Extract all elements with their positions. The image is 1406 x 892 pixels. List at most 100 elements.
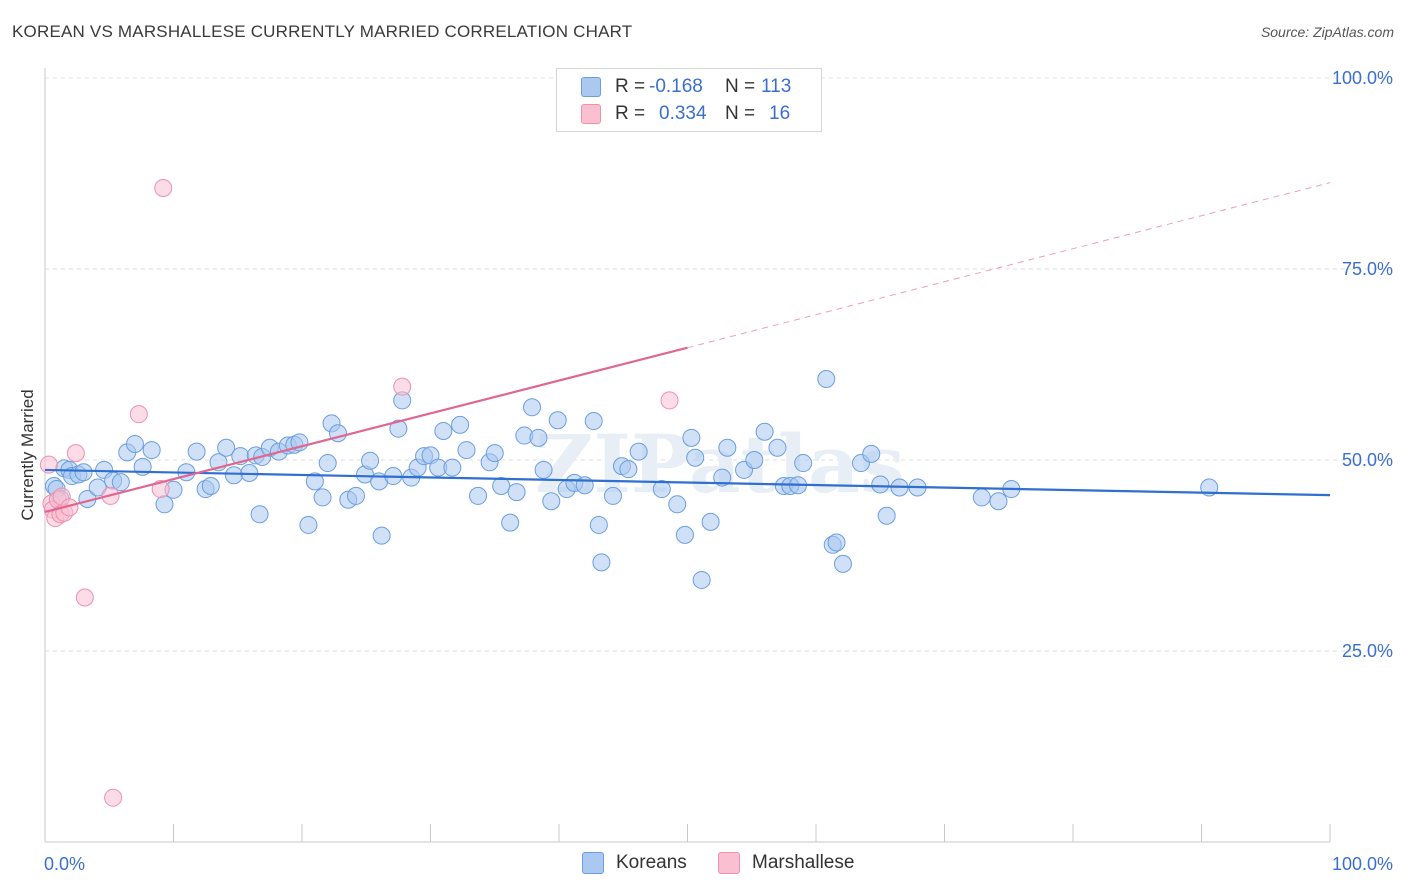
y-tick-label: 75.0% xyxy=(1342,259,1393,279)
marshallese-point xyxy=(104,788,123,807)
koreans-point xyxy=(592,553,611,572)
koreans-point xyxy=(584,412,603,431)
koreans-point xyxy=(434,421,453,440)
koreans-point xyxy=(187,442,206,461)
koreans-point xyxy=(745,451,764,469)
koreans-point xyxy=(469,486,488,505)
marshallese-point xyxy=(151,480,170,499)
y-tick-label: 50.0% xyxy=(1342,450,1393,470)
koreans-point xyxy=(443,458,462,477)
koreans-point xyxy=(451,415,470,434)
legend-r-label: R = xyxy=(615,76,646,97)
koreans-point xyxy=(862,444,881,463)
bottom-legend-koreans: Koreans xyxy=(582,852,687,874)
koreans-point xyxy=(589,515,608,534)
legend-row-koreans: R = -0.168 N = 113 xyxy=(581,74,801,100)
y-tick-label: 25.0% xyxy=(1342,641,1393,661)
koreans-point xyxy=(686,448,705,467)
koreans-point xyxy=(88,478,107,497)
koreans-point xyxy=(299,515,318,534)
koreans-point xyxy=(346,486,365,505)
koreans-point xyxy=(833,554,852,573)
koreans-point xyxy=(877,506,896,525)
koreans-point xyxy=(201,476,220,495)
koreans-point xyxy=(682,428,701,447)
koreans-point xyxy=(972,488,991,507)
koreans-point xyxy=(305,472,324,491)
koreans-point xyxy=(125,434,144,453)
bottom-legend-label-marshallese: Marshallese xyxy=(752,852,855,873)
koreans-point xyxy=(501,513,520,532)
koreans-point xyxy=(529,428,548,447)
koreans-point xyxy=(692,570,711,589)
legend-n-value: 113 xyxy=(761,76,792,97)
marshallese-trend-extension xyxy=(687,182,1331,349)
chart-title: KOREAN VS MARSHALLESE CURRENTLY MARRIED … xyxy=(12,22,633,41)
legend-row-marshallese: R = 0.334 N = 16 xyxy=(581,101,809,127)
legend-swatch-koreans xyxy=(581,77,601,97)
marshallese-point xyxy=(660,391,679,410)
koreans-point xyxy=(817,370,836,389)
koreans-point xyxy=(74,463,93,482)
legend-n-label: N = xyxy=(725,76,756,97)
y-axis-label: Currently Married xyxy=(18,389,37,521)
koreans-point xyxy=(389,419,408,438)
legend-r-value: 0.334 xyxy=(659,103,707,124)
koreans-point xyxy=(313,488,332,507)
legend-n-value: 16 xyxy=(769,103,791,124)
koreans-point xyxy=(548,411,567,430)
x-tick-label: 100.0% xyxy=(1332,854,1393,874)
koreans-point xyxy=(713,468,732,487)
bottom-legend-label-koreans: Koreans xyxy=(616,852,687,873)
koreans-point xyxy=(794,454,813,473)
koreans-point xyxy=(768,438,787,457)
koreans-point xyxy=(619,460,638,479)
x-tick-label: 0.0% xyxy=(44,854,85,874)
koreans-point xyxy=(372,526,391,545)
koreans-point xyxy=(652,480,671,499)
koreans-point xyxy=(827,533,846,552)
koreans-point xyxy=(361,451,380,470)
marshallese-point xyxy=(154,179,173,198)
koreans-point xyxy=(217,438,236,457)
koreans-point xyxy=(318,454,337,473)
koreans-point xyxy=(989,492,1008,511)
koreans-point xyxy=(523,398,542,417)
koreans-point xyxy=(575,476,594,495)
marshallese-point xyxy=(39,455,58,474)
koreans-point xyxy=(755,422,774,441)
bottom-legend-swatch-koreans xyxy=(582,852,604,874)
marshallese-point xyxy=(75,588,94,607)
koreans-point xyxy=(111,473,130,492)
source-label: Source: ZipAtlas.com xyxy=(1260,24,1394,40)
koreans-point xyxy=(668,495,687,514)
koreans-point xyxy=(485,444,504,463)
koreans-point xyxy=(492,476,511,495)
marshallese-point xyxy=(66,444,85,463)
koreans-point xyxy=(224,466,243,485)
legend-n-label: N = xyxy=(725,103,756,124)
koreans-point xyxy=(718,438,737,457)
y-tick-label: 100.0% xyxy=(1332,68,1393,88)
legend-swatch-marshallese xyxy=(581,104,601,124)
koreans-trend-line xyxy=(44,468,1331,497)
koreans-point xyxy=(142,441,161,460)
correlation-legend: R = -0.168 N = 113 R = 0.334 N = 16 xyxy=(556,68,822,132)
koreans-point xyxy=(603,486,622,505)
marshallese-point xyxy=(129,405,148,424)
bottom-legend-marshallese: Marshallese xyxy=(718,852,854,874)
koreans-point xyxy=(155,495,174,514)
marshallese-trend-line xyxy=(44,346,688,514)
legend-r-label: R = xyxy=(615,103,646,124)
marshallese-point xyxy=(393,377,412,396)
koreans-point xyxy=(534,460,553,479)
koreans-point xyxy=(629,442,648,461)
watermark: ZIPatlas xyxy=(535,417,905,511)
koreans-point xyxy=(457,441,476,460)
koreans-point xyxy=(675,525,694,544)
koreans-point xyxy=(871,475,890,494)
legend-r-value: -0.168 xyxy=(649,76,703,97)
koreans-point xyxy=(250,505,269,524)
bottom-legend-swatch-marshallese xyxy=(718,852,740,874)
